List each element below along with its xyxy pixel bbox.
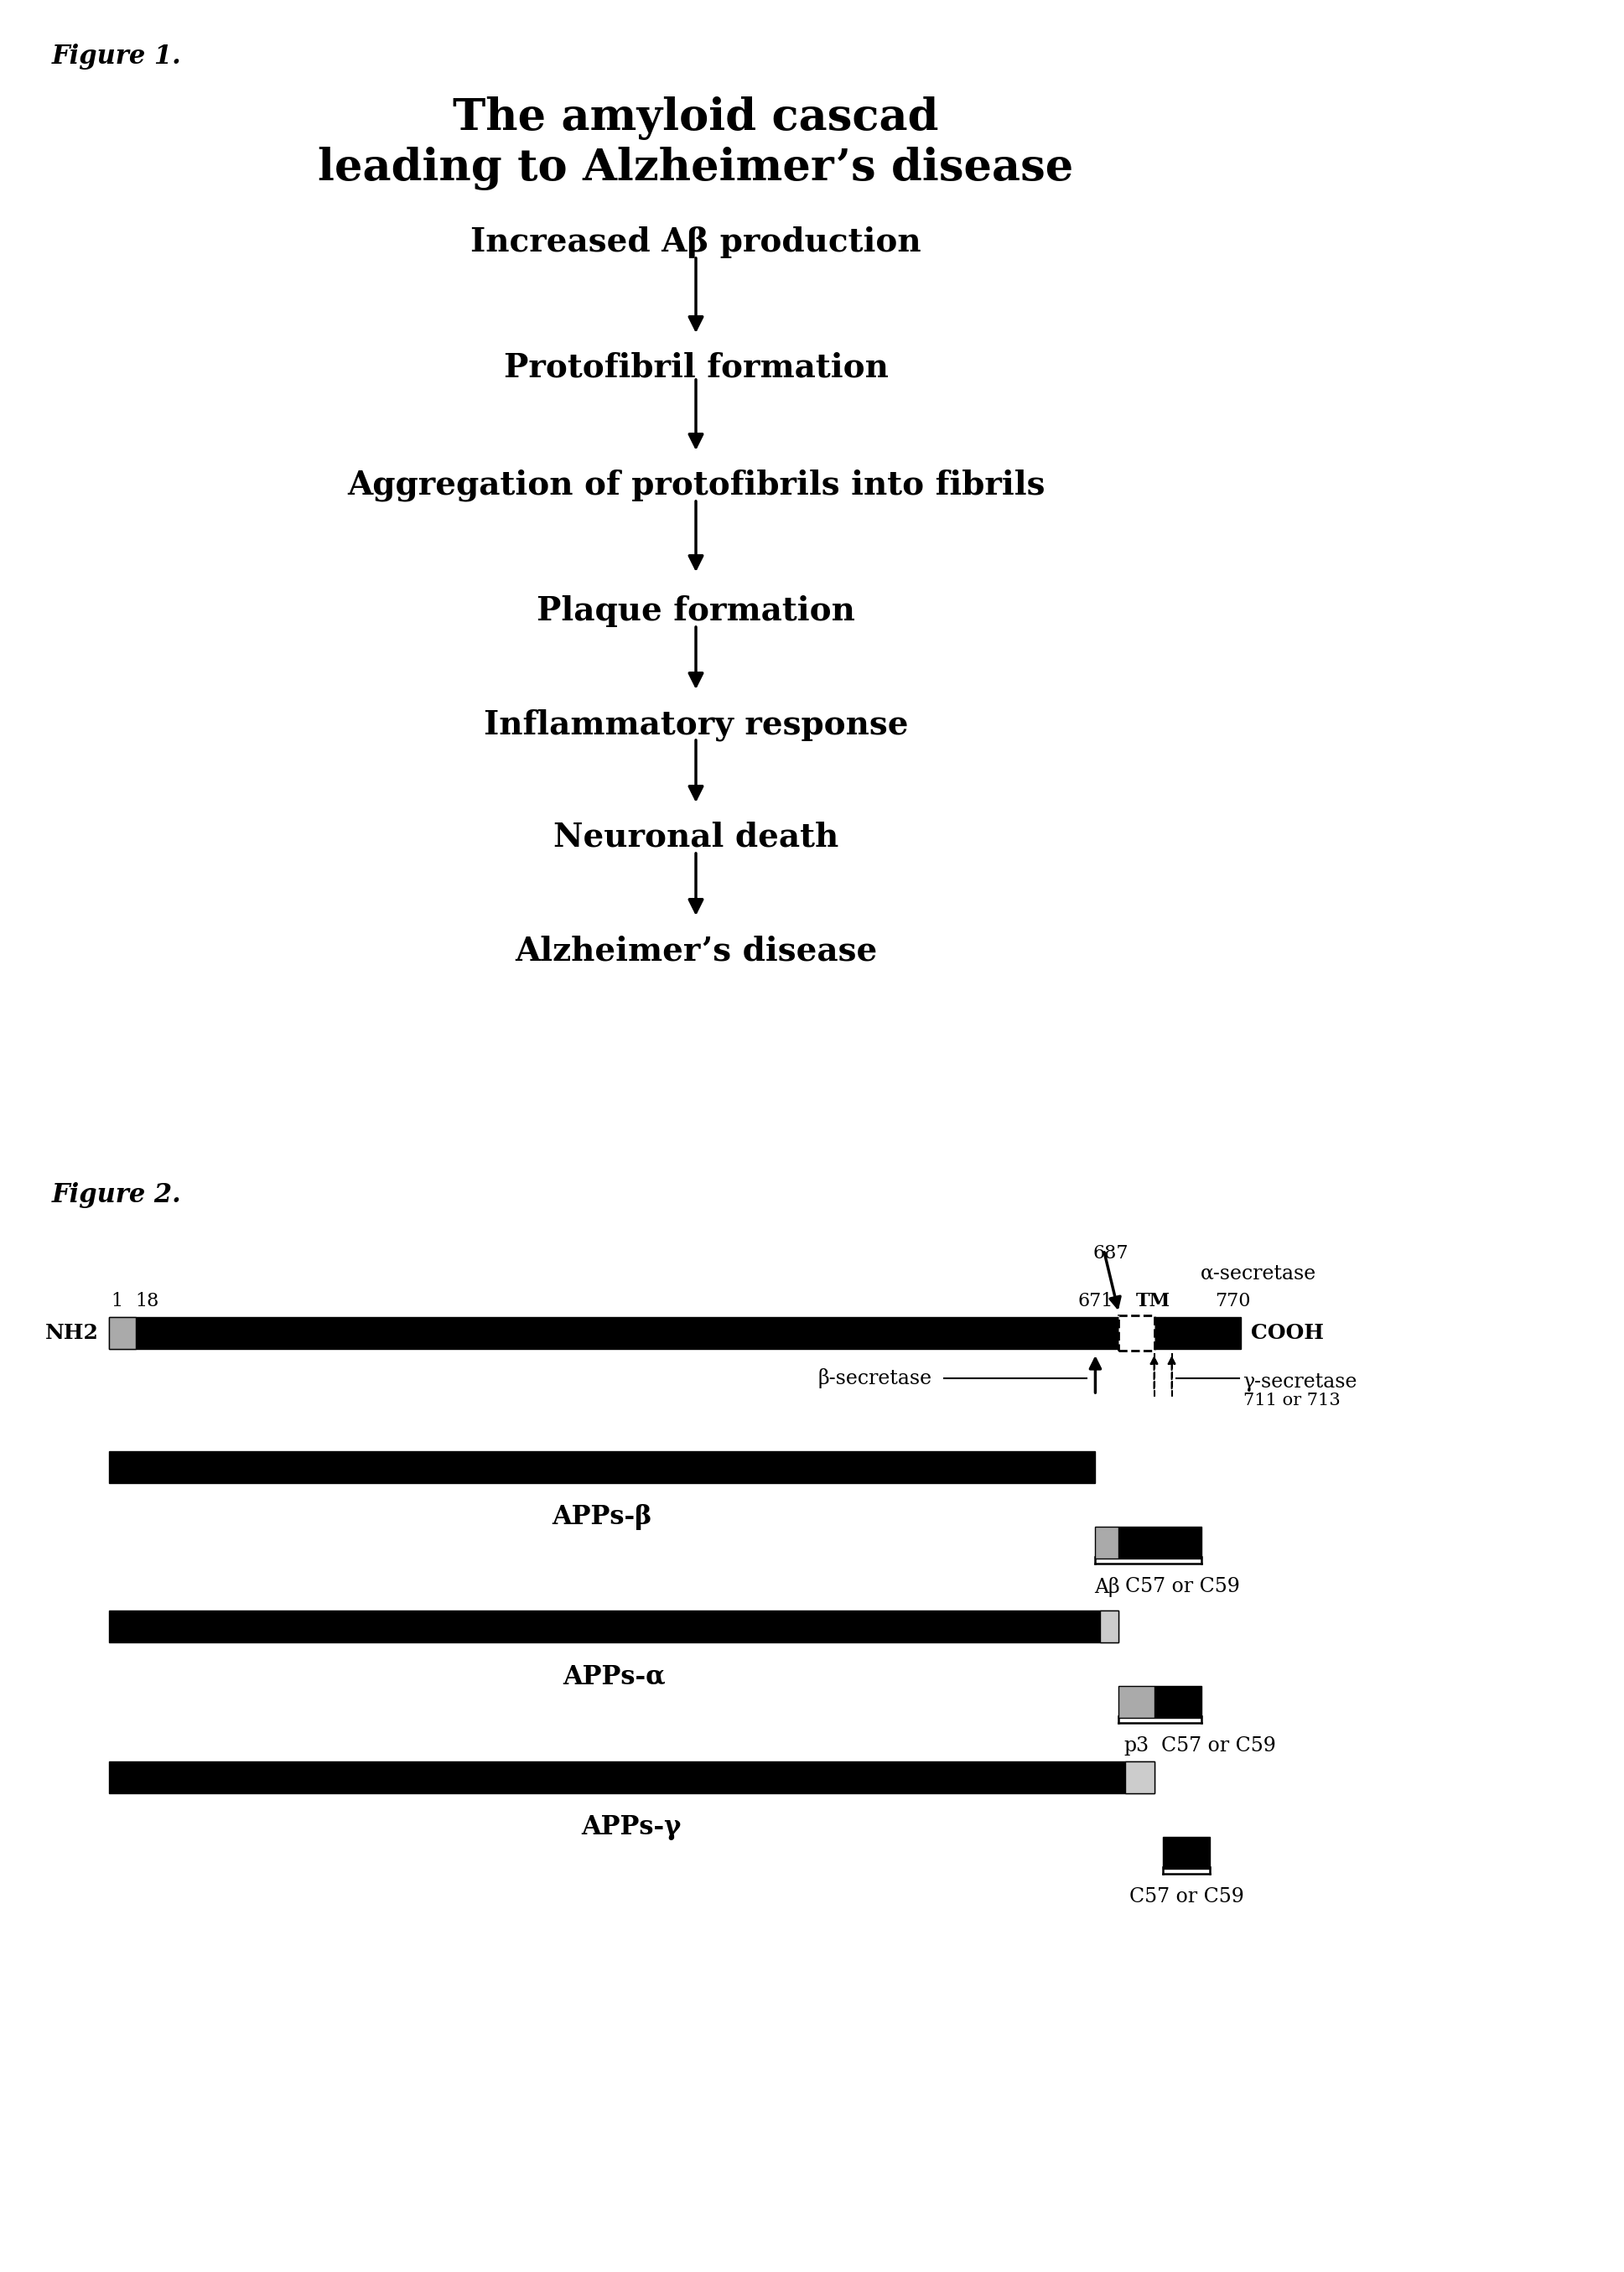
Text: NH2: NH2	[45, 1322, 99, 1343]
Bar	[1101, 1611, 1119, 1643]
Text: 770: 770	[1215, 1293, 1250, 1311]
Text: p3: p3	[1124, 1736, 1150, 1756]
Text: Protofibril formation: Protofibril formation	[503, 352, 888, 384]
Text: leading to Alzheimer’s disease: leading to Alzheimer’s disease	[318, 148, 1073, 191]
Text: Inflammatory response: Inflammatory response	[484, 709, 908, 741]
Text: TM: TM	[1137, 1293, 1171, 1311]
Bar	[1119, 1527, 1202, 1559]
Text: Alzheimer’s disease: Alzheimer’s disease	[515, 934, 877, 966]
Text: APPs-α: APPs-α	[562, 1663, 666, 1690]
Text: Plaque formation: Plaque formation	[536, 595, 856, 627]
Text: Aggregation of protofibrils into fibrils: Aggregation of protofibrils into fibrils	[348, 470, 1044, 502]
Bar	[109, 1318, 1241, 1350]
Text: 18: 18	[135, 1293, 159, 1311]
Text: The amyloid cascad: The amyloid cascad	[453, 95, 939, 141]
Text: APPs-γ: APPs-γ	[581, 1815, 682, 1840]
Text: C57 or C59: C57 or C59	[1129, 1888, 1244, 1906]
Text: APPs-β: APPs-β	[552, 1504, 653, 1529]
Text: 711 or 713: 711 or 713	[1242, 1393, 1340, 1409]
Bar	[1125, 1761, 1155, 1793]
Text: Increased Aβ production: Increased Aβ production	[471, 227, 921, 259]
Bar	[109, 1452, 1095, 1484]
Text: γ-secretase: γ-secretase	[1242, 1372, 1358, 1393]
Text: C57 or C59: C57 or C59	[1125, 1577, 1241, 1597]
Bar	[1095, 1527, 1119, 1559]
Bar	[1119, 1686, 1155, 1718]
Bar	[109, 1761, 1155, 1793]
Bar	[109, 1318, 135, 1350]
Bar	[1155, 1686, 1202, 1718]
Text: COOH: COOH	[1250, 1322, 1324, 1343]
Text: Aβ: Aβ	[1095, 1577, 1121, 1597]
Text: 687: 687	[1093, 1245, 1129, 1263]
Bar	[1119, 1315, 1155, 1350]
Text: β-secretase: β-secretase	[818, 1368, 932, 1388]
Bar	[1163, 1836, 1210, 1870]
Text: Neuronal death: Neuronal death	[554, 822, 838, 854]
Text: α-secretase: α-secretase	[1200, 1263, 1315, 1284]
Text: 671: 671	[1078, 1293, 1112, 1311]
Bar	[109, 1611, 1119, 1643]
Text: C57 or C59: C57 or C59	[1161, 1736, 1275, 1756]
Text: 1: 1	[110, 1293, 122, 1311]
Text: Figure 2.: Figure 2.	[52, 1181, 182, 1209]
Text: Figure 1.: Figure 1.	[52, 43, 182, 70]
